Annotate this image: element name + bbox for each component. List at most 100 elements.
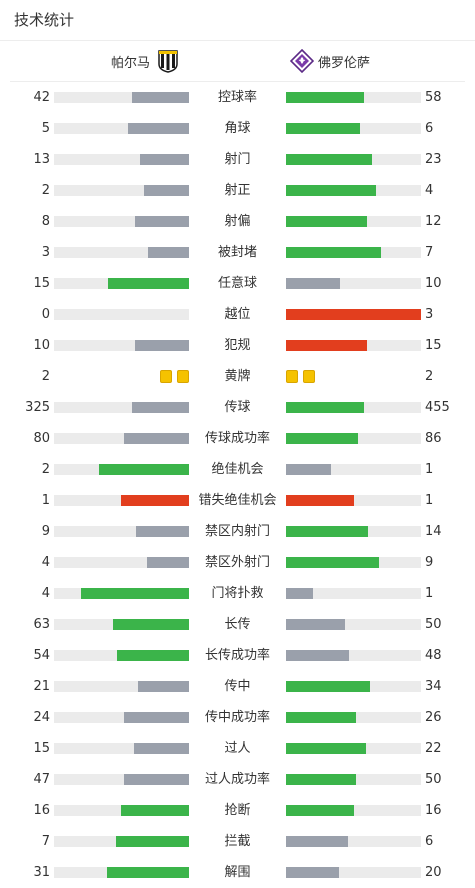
away-value: 4 [425, 183, 434, 198]
home-bar-fill [148, 247, 189, 258]
stat-label: 射偏 [224, 214, 251, 229]
stat-row: 7 拦截 6 [0, 826, 475, 857]
home-bar-track [54, 154, 189, 165]
away-bar-fill [286, 681, 370, 692]
away-bar-track [286, 712, 421, 723]
home-bar-fill [138, 681, 189, 692]
away-team[interactable]: 佛罗伦萨 [290, 41, 370, 81]
away-bar-fill [286, 216, 367, 227]
stat-label: 越位 [224, 307, 251, 322]
away-bar-track [286, 650, 421, 661]
stat-label: 解围 [224, 865, 251, 880]
stat-label: 禁区外射门 [204, 555, 270, 570]
home-bar-track [54, 774, 189, 785]
away-value: 6 [425, 121, 434, 136]
away-value: 23 [425, 152, 442, 167]
yellow-card-icon [286, 370, 298, 383]
away-value: 34 [425, 679, 442, 694]
yellow-card-icon [160, 370, 172, 383]
home-bar-fill [140, 154, 189, 165]
home-bar-track [54, 433, 189, 444]
stat-label: 传中成功率 [204, 710, 270, 725]
home-bar-track [54, 588, 189, 599]
stat-row: 80 传球成功率 86 [0, 423, 475, 454]
home-bar-fill [135, 340, 189, 351]
home-value: 8 [41, 214, 50, 229]
stat-row: 3 被封堵 7 [0, 237, 475, 268]
stat-row: 2 射正 4 [0, 175, 475, 206]
home-value: 4 [41, 555, 50, 570]
home-bar-fill [124, 774, 189, 785]
home-value: 5 [41, 121, 50, 136]
away-bar-fill [286, 526, 368, 537]
away-bar-track [286, 402, 421, 413]
away-bar-fill [286, 185, 376, 196]
home-bar-track [54, 557, 189, 568]
home-bar-fill [124, 433, 189, 444]
away-bar-fill [286, 588, 313, 599]
stat-label: 射门 [224, 152, 251, 167]
home-value: 42 [33, 90, 50, 105]
home-value: 15 [33, 276, 50, 291]
home-value: 4 [41, 586, 50, 601]
home-value: 31 [33, 865, 50, 880]
away-bar-fill [286, 495, 354, 506]
fiorentina-crest-icon [290, 49, 314, 73]
away-team-name: 佛罗伦萨 [318, 55, 371, 71]
home-team[interactable]: 帕尔马 [111, 41, 180, 81]
away-bar-fill [286, 247, 381, 258]
stat-label: 犯规 [224, 338, 251, 353]
stat-row: 2 绝佳机会 1 [0, 454, 475, 485]
stat-label: 拦截 [224, 834, 251, 849]
home-bar-fill [81, 588, 189, 599]
away-bar-fill [286, 743, 366, 754]
away-value: 10 [425, 276, 442, 291]
home-bar-fill [124, 712, 189, 723]
away-value: 14 [425, 524, 442, 539]
away-bar-fill [286, 402, 364, 413]
home-value: 2 [41, 369, 50, 384]
stat-label: 长传成功率 [204, 648, 270, 663]
home-value: 3 [41, 245, 50, 260]
home-value: 325 [25, 400, 50, 415]
away-bar-track [286, 154, 421, 165]
away-value: 9 [425, 555, 434, 570]
home-value: 9 [41, 524, 50, 539]
home-value: 16 [33, 803, 50, 818]
home-value: 13 [33, 152, 50, 167]
away-bar-track [286, 557, 421, 568]
stat-row: 16 抢断 16 [0, 795, 475, 826]
away-bar-track [286, 774, 421, 785]
away-bar-fill [286, 774, 356, 785]
away-bar-fill [286, 278, 340, 289]
home-bar-track [54, 495, 189, 506]
home-bar-fill [108, 278, 189, 289]
home-bar-track [54, 650, 189, 661]
home-bar-fill [117, 650, 189, 661]
home-bar-fill [128, 123, 189, 134]
away-bar-fill [286, 712, 356, 723]
stat-label: 被封堵 [217, 245, 257, 260]
home-value: 24 [33, 710, 50, 725]
stat-label: 黄牌 [224, 369, 251, 384]
home-bar-track [54, 619, 189, 630]
stat-label: 长传 [224, 617, 251, 632]
away-value: 15 [425, 338, 442, 353]
home-bar-fill [135, 216, 189, 227]
stat-row: 42 控球率 58 [0, 82, 475, 113]
home-bar-fill [121, 495, 189, 506]
stat-label: 任意球 [217, 276, 257, 291]
stat-row: 8 射偏 12 [0, 206, 475, 237]
away-bar-fill [286, 805, 354, 816]
home-bar-track [54, 92, 189, 103]
away-bar-fill [286, 867, 339, 878]
away-value: 50 [425, 617, 442, 632]
stat-row: 0 越位 3 [0, 299, 475, 330]
home-yellow-cards [160, 370, 189, 383]
home-bar-fill [121, 805, 189, 816]
away-bar-track [286, 185, 421, 196]
home-bar-track [54, 216, 189, 227]
away-value: 455 [425, 400, 450, 415]
away-bar-track [286, 619, 421, 630]
home-bar-fill [107, 867, 189, 878]
